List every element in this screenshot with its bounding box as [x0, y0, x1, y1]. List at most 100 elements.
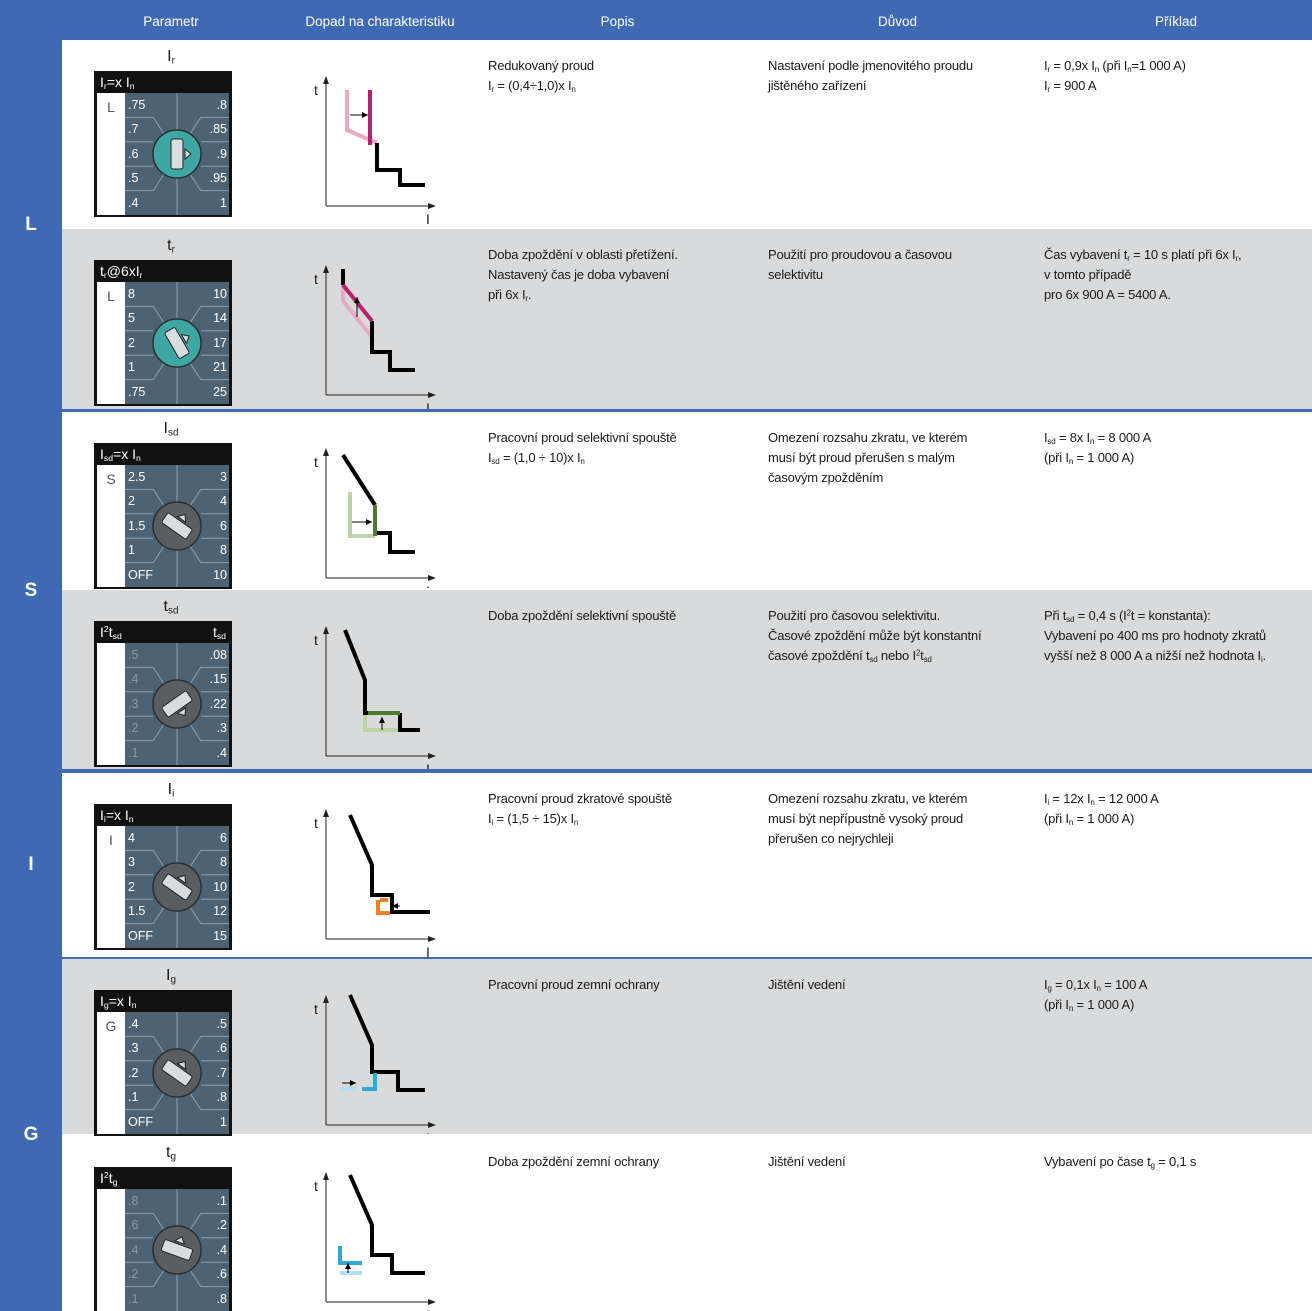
axis-arrow	[428, 203, 436, 209]
text-run: t	[108, 1170, 113, 1186]
text-run: Omezení rozsahu zkratu, ve kterém	[768, 791, 968, 806]
text-run: = (1,0 ÷ 10)x I	[499, 450, 581, 465]
dial-pointer-bar	[170, 138, 184, 170]
dial-pointer	[170, 138, 192, 170]
dial-value-left: 2	[128, 494, 135, 509]
dial-title: tr@6xIr	[100, 261, 143, 281]
text-run: = 8 000 A	[1094, 430, 1152, 445]
text-run: Pracovní proud zkratové spouště	[488, 791, 672, 806]
curve-diagram: tI	[314, 448, 436, 588]
dial-value-right: 1	[220, 195, 227, 210]
group-label: L	[0, 40, 62, 409]
text-run: Jištění vedení	[768, 977, 846, 992]
axis-arrow	[323, 995, 329, 1003]
dial-graphic	[125, 643, 229, 765]
text-run: = 10 s platí při 6x I	[1129, 247, 1236, 262]
text-line: Doba zpoždění selektivní spouště	[488, 606, 676, 626]
dial-strip	[97, 93, 125, 215]
text-run: I	[100, 74, 104, 90]
text-run: = 0,4 s (I	[1074, 608, 1127, 623]
column-header: Příklad	[1154, 14, 1198, 29]
subscript: n	[1127, 65, 1132, 74]
subscript: n	[1096, 984, 1101, 993]
duvod-cell: Použití pro časovou selektivitu. Časové z…	[768, 606, 982, 666]
trip-curve	[348, 814, 430, 914]
axis-arrow	[323, 448, 329, 456]
axis-arrow	[323, 626, 329, 634]
text-run: selektivitu	[768, 267, 823, 282]
dial-title: Isd=x In	[100, 444, 141, 464]
dial-value-right: .9	[216, 146, 227, 161]
text-run: I	[163, 420, 168, 437]
axis-label-i: I	[426, 1307, 430, 1311]
text-run: = 1 000 A)	[1073, 450, 1135, 465]
curve-new-setting	[338, 1246, 362, 1265]
text-run: Časové zpoždění může být konstantní	[768, 628, 982, 643]
text-line: Omezení rozsahu zkratu, ve kterém	[768, 428, 968, 448]
subscript: g	[1150, 1161, 1155, 1170]
subscript: r	[103, 81, 107, 92]
text-run: Doba zpoždění v oblasti přetížení.	[488, 247, 678, 262]
subscript: r	[1047, 65, 1050, 74]
dial-value-right: .15	[209, 672, 227, 687]
priklad-cell: Vybavení po čase tg = 0,1 s	[1044, 1152, 1196, 1172]
row-background	[62, 959, 1312, 1134]
dial-value-left: .1	[128, 745, 139, 760]
text-line: při 6x Ir.	[488, 285, 678, 305]
subscript: i	[491, 818, 494, 827]
dial-value-left: .8	[128, 1194, 139, 1208]
trip-curve	[398, 713, 420, 732]
text-line: Ii = (1,5 ÷ 15)x In	[488, 809, 672, 829]
text-run: I	[1044, 791, 1048, 806]
text-line: Omezení rozsahu zkratu, ve kterém	[768, 789, 968, 809]
text-run: = 0,1 s	[1154, 1154, 1197, 1169]
dial-value-right: .3	[216, 721, 227, 736]
axis-label-i: I	[426, 761, 430, 769]
text-line: musí být proud přerušen s malým	[768, 448, 967, 468]
text-run: (při I	[1044, 997, 1069, 1012]
dial-value-left: .1	[128, 1291, 139, 1306]
axis-arrow	[428, 392, 436, 398]
axis-arrow	[323, 809, 329, 817]
dial-value-right: 10	[213, 567, 227, 582]
dial-value-left: OFF	[128, 1114, 153, 1129]
text-line: Isd = (1,0 ÷ 10)x In	[488, 448, 677, 468]
dial-value-right: .6	[216, 1041, 227, 1056]
text-run: t	[163, 598, 168, 615]
trip-curve	[343, 629, 368, 715]
superscript: 2	[103, 1170, 109, 1181]
group-label: I	[0, 773, 62, 957]
axis-label-t: t	[314, 454, 318, 470]
subscript: i	[1260, 655, 1263, 664]
dial-value-left: .5	[128, 648, 139, 662]
text-run: musí být nepřípustně vysoký proud	[768, 811, 964, 826]
trip-curve	[375, 143, 425, 187]
axis-arrow	[323, 76, 329, 84]
duvod-cell: Jištění vedení	[768, 975, 846, 995]
axis-label-i: I	[426, 1130, 430, 1134]
dial-value-left: .1	[128, 1090, 139, 1105]
dial-value-left: 4	[128, 831, 135, 845]
group-separator	[0, 409, 1312, 412]
curve-old-setting	[348, 492, 375, 538]
text-line: časovým zpožděním	[768, 468, 967, 488]
dial-value-right: 1	[220, 1114, 227, 1129]
text-run: přerušen co nejrychleji	[768, 831, 894, 846]
text-line: Ir = (0,4÷1,0)x In	[488, 76, 594, 96]
subscript: n	[1089, 437, 1095, 446]
group-separator	[0, 957, 1312, 959]
popis-cell: Pracovní proud zkratové spouště Ii = (1,5…	[488, 789, 672, 829]
param-label: tsd	[101, 598, 241, 616]
text-run: .	[1262, 648, 1267, 663]
dial-panel: Ir=x In L .75 .7 .6 .5 .4 .8 .85 .9 .95 1	[94, 71, 232, 217]
text-line: Vybavení po 400 ms pro hodnoty zkratů	[1044, 626, 1266, 646]
axis-label-t: t	[314, 1178, 318, 1194]
text-run: Jištění vedení	[768, 1154, 846, 1169]
dial-panel: I2tg .8 .6 .4 .2 .1 .1 .2 .4 .6 .8	[94, 1167, 232, 1311]
text-run: Redukovaný proud	[488, 58, 594, 73]
text-run: =1 000 A)	[1131, 58, 1186, 73]
dial-pointer-tip	[176, 874, 187, 885]
popis-cell: Doba zpoždění zemní ochrany	[488, 1152, 659, 1172]
text-run: @6xI	[106, 263, 140, 279]
dial-title: I2tg	[100, 1168, 117, 1188]
